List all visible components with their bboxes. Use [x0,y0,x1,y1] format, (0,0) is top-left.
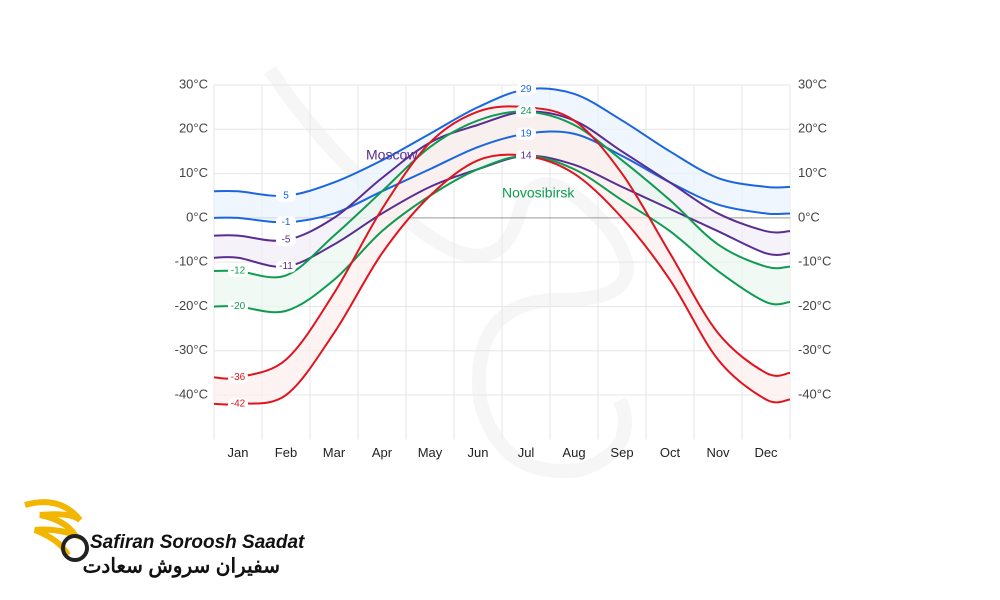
logo-name-fa: سفیران سروش سعادت [83,555,280,578]
x-tick-label: Dec [754,445,778,460]
x-tick-label: Aug [562,445,585,460]
x-tick-label: Sep [610,445,633,460]
data-label: 19 [520,128,532,139]
series-name: Moscow [366,147,418,163]
label-bg [228,265,248,278]
logo-wing [24,499,83,557]
x-tick-label: Nov [706,445,730,460]
x-tick-label: Mar [323,445,346,460]
logo: Safiran Soroosh Saadat سفیران سروش سعادت [24,499,305,578]
y-tick-label: -10°C [798,254,831,269]
data-label: -5 [282,235,291,246]
data-label: 29 [520,84,532,95]
data-label: -20 [231,301,246,312]
line [213,105,791,380]
y-tick-label: 30°C [798,76,827,91]
y-tick-label: -40°C [175,386,208,401]
label-bg [516,83,536,96]
x-tick-label: Jan [228,445,249,460]
line [213,154,791,314]
label-bg [516,149,536,162]
data-label: -42 [231,399,246,410]
y-tick-label: 10°C [179,165,208,180]
label-bg [276,260,296,273]
data-label: -36 [231,372,246,383]
data-label: -1 [282,217,291,228]
y-tick-label: -20°C [175,298,208,313]
y-tick-label: -10°C [175,254,208,269]
x-tick-label: May [418,445,443,460]
y-tick-label: 20°C [179,121,208,136]
line [213,153,791,406]
y-tick-label: -30°C [798,342,831,357]
label-bg [276,234,296,247]
y-tick-label: -20°C [798,298,831,313]
logo-mark [61,534,89,562]
data-label: 5 [283,190,289,201]
y-tick-label: 0°C [798,209,820,224]
data-label: -12 [231,266,246,277]
x-tick-label: Jun [468,445,489,460]
y-tick-label: 20°C [798,121,827,136]
label-bg [516,127,536,140]
label-bg [276,216,296,229]
plot: 30°C 30°C 20°C 20°C 10°C 10°C 0°C 0°C -10°C -10°C… [175,76,832,459]
data-label: -11 [279,261,293,272]
band [214,88,790,223]
label-bg [228,371,248,384]
x-tick-label: Apr [372,445,393,460]
label-bg [516,105,536,118]
data-label: 24 [520,106,532,117]
x-tick-label: Jul [518,445,535,460]
x-tick-label: Feb [275,445,297,460]
label-bg [228,397,248,410]
logo-name: Safiran Soroosh Saadat [90,532,305,553]
watermark [264,66,634,479]
y-tick-label: 30°C [179,76,208,91]
y-tick-label: 0°C [186,209,208,224]
label-bg [276,189,296,202]
y-tick-label: -30°C [175,342,208,357]
x-tick-label: Oct [660,445,681,460]
series-name: Novosibirsk [502,185,575,201]
data-label: 14 [520,151,532,162]
y-tick-label: -40°C [798,386,831,401]
y-tick-label: 10°C [798,165,827,180]
label-bg [228,300,248,313]
